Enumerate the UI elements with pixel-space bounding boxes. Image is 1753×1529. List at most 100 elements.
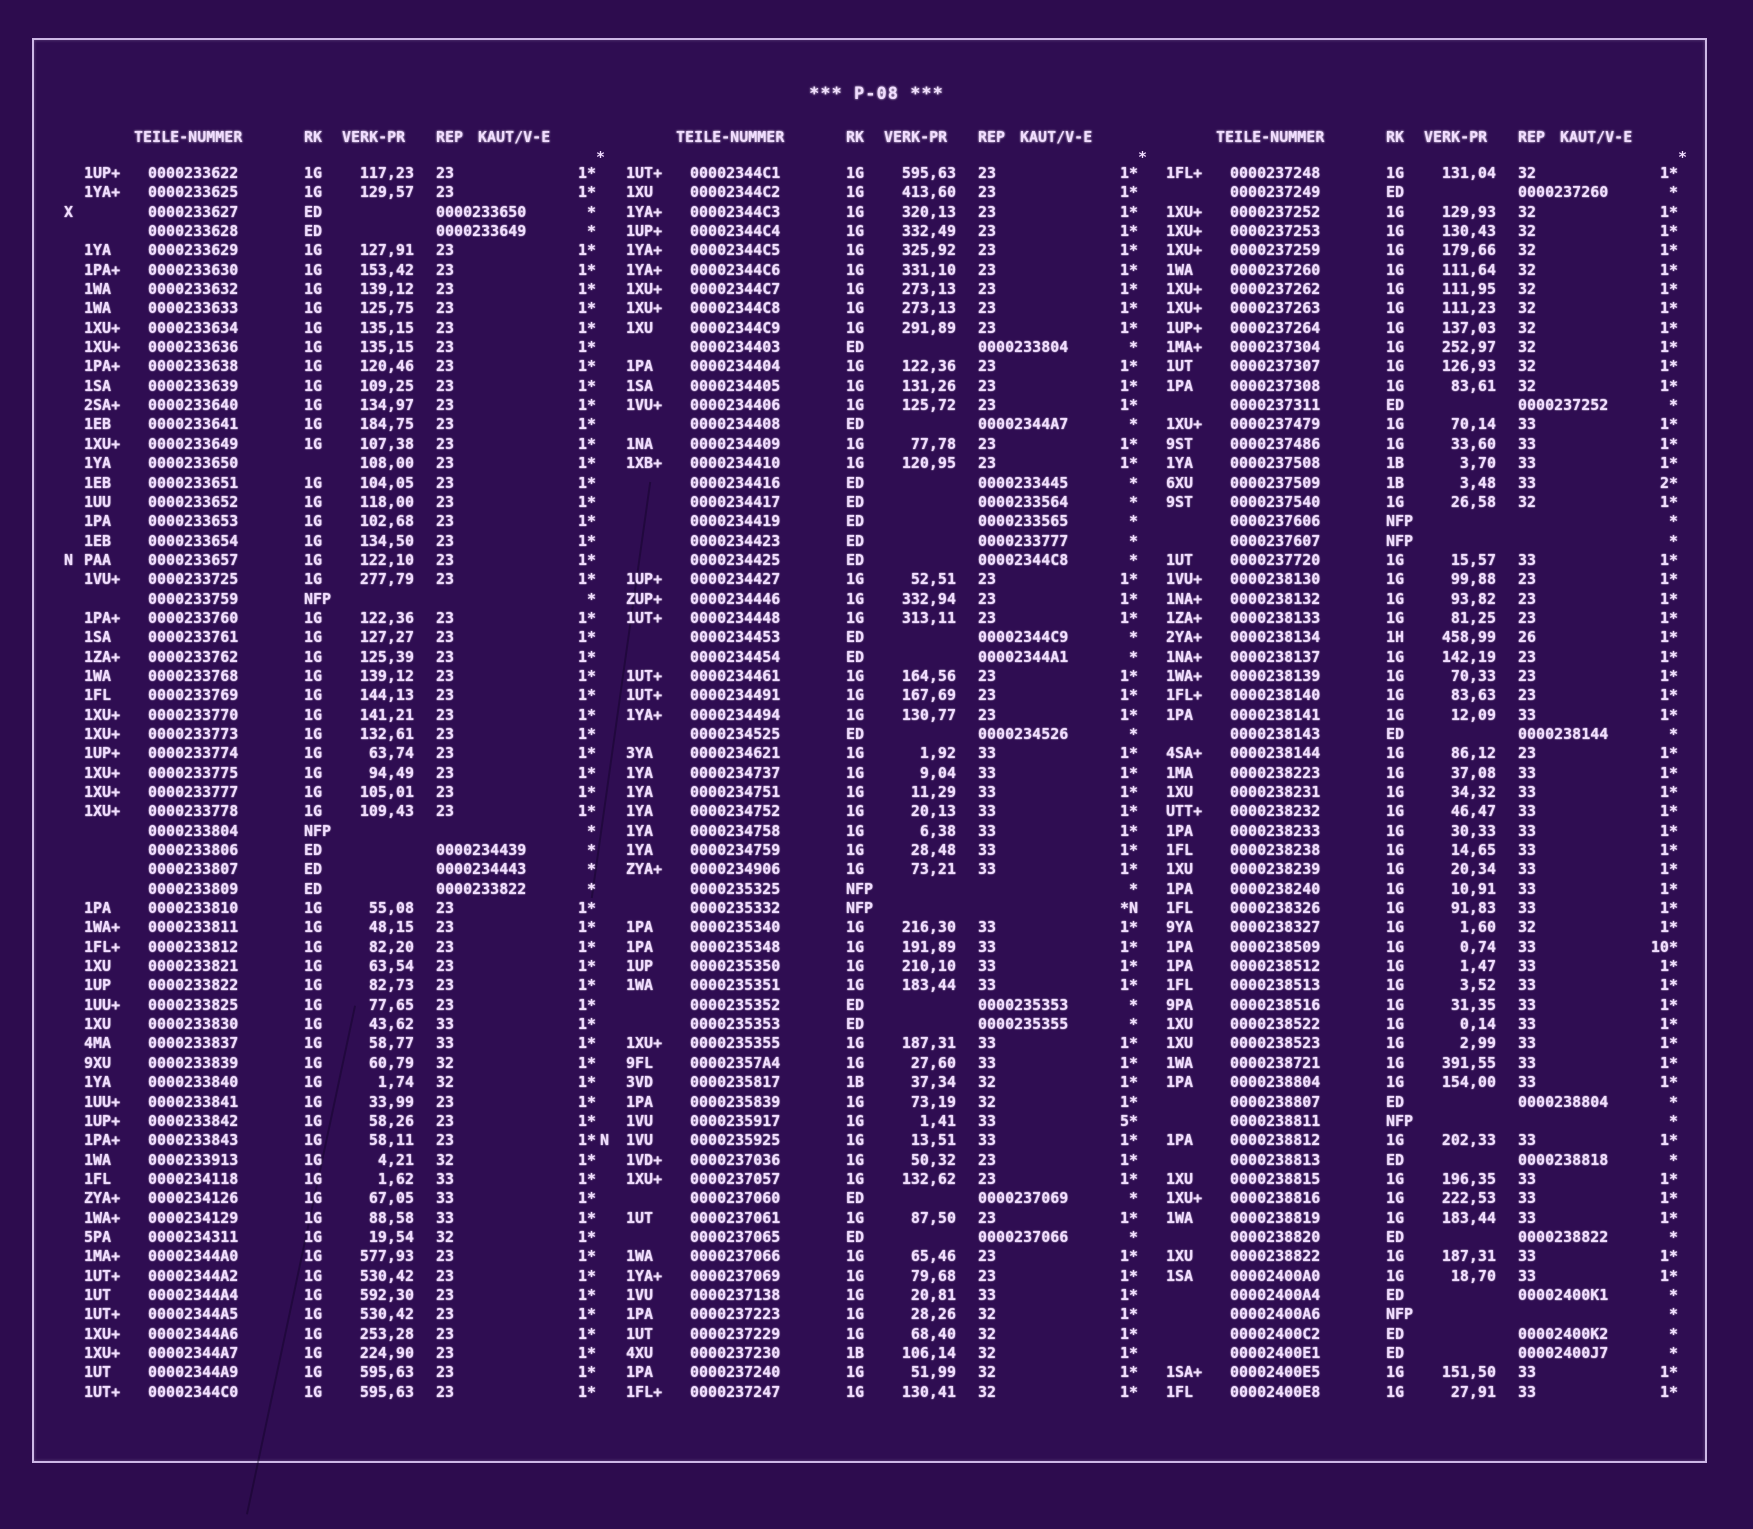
row-price: 77,65 [368,995,414,1014]
row-code: 1EB [84,473,112,492]
row-part-number: 0000238327 [1230,918,1321,937]
row-rk: 1G [1386,241,1405,260]
row-rep: 33 [1518,783,1537,801]
row-part-number: 0000237509 [1230,473,1321,492]
row-price: 1,60 [1459,918,1496,937]
row-price: 46,47 [1450,802,1496,821]
row-reference: 0000233777 [978,531,1069,550]
row-rk: 1G [846,705,865,724]
row-part-number: 0000233760 [148,608,239,627]
row-code: 1XU+ [1166,241,1203,260]
row-part-number: 0000234752 [690,802,781,821]
row-price: 111,64 [1441,260,1496,279]
row-code: 1VU [626,1111,654,1130]
row-rep: 23 [436,918,455,937]
row-part-number: 0000238516 [1230,995,1321,1014]
row-part-number: 00002344C2 [690,183,781,202]
row-kaut: * [1128,995,1138,1014]
row-rep: 33 [1518,454,1537,473]
row-kaut: * [1128,415,1138,434]
row-part-number: 0000237720 [1230,550,1321,569]
row-status: ED [1386,396,1405,415]
row-status: ED [304,222,323,241]
row-part-number: 00002344C0 [148,1382,239,1401]
row-rk: 1G [304,1131,323,1150]
row-rep: 33 [1518,976,1537,995]
row-kaut: 1* [1659,589,1678,608]
row-part-number: 0000238143 [1230,724,1321,743]
row-code: 1UT [1166,357,1194,376]
row-kaut: 1* [1659,260,1678,279]
row-part-number: 0000237248 [1230,164,1321,182]
row-part-number: 0000238144 [1230,744,1321,763]
row-code: 1PA [1166,937,1194,956]
row-rk: 1G [304,1305,323,1324]
row-code: 1PA+ [84,608,121,627]
row-rk: 1G [1386,1208,1405,1227]
row-code: 1PA [626,1363,654,1382]
row-kaut: * [1128,1189,1138,1208]
row-part-number: 0000235340 [690,918,781,937]
row-rk: 1G [846,1131,865,1150]
row-code: 1PA [1166,376,1194,395]
row-kaut: 1* [1119,937,1138,956]
row-rep: 23 [978,1150,997,1169]
row-price: 253,28 [359,1324,414,1343]
row-rep: 33 [1518,899,1537,918]
row-rep: 33 [1518,1382,1537,1401]
row-part-number: 0000237308 [1230,376,1321,395]
row-price: 83,61 [1450,376,1496,395]
row-part-number: 0000237249 [1230,183,1321,202]
row-kaut: 1* [1659,357,1678,376]
row-part-number: 00002400A6 [1230,1305,1321,1324]
row-part-number: 0000238223 [1230,763,1321,782]
row-part-number: 0000234423 [690,531,781,550]
row-kaut: 1* [1119,454,1138,473]
row-code: 1WA+ [1166,666,1203,685]
row-rep: 23 [978,280,997,299]
row-rk: 1G [1386,299,1405,318]
row-rk: 1B [846,1343,865,1362]
row-rk: 1G [1386,260,1405,279]
row-kaut: 1* [577,473,596,492]
row-price: 33,60 [1450,434,1496,453]
row-rep: 33 [436,1169,455,1188]
row-part-number: 0000238133 [1230,608,1321,627]
row-reference: 00002344C9 [978,628,1069,647]
row-status: NFP [846,879,874,898]
row-rep: 23 [436,280,455,299]
row-part-number: 0000234425 [690,550,781,569]
row-reference: 00002400K2 [1518,1324,1609,1343]
row-status: NFP [1386,531,1414,550]
row-rk: 1G [846,1324,865,1343]
row-kaut: 1* [1659,647,1678,666]
row-price: 94,49 [368,763,414,782]
row-rk: 1G [304,492,323,511]
row-kaut: 1* [577,628,596,647]
row-kaut: 1* [1119,1363,1138,1382]
row-price: 141,21 [359,705,414,724]
row-kaut: 1* [1659,918,1678,937]
row-rep: 32 [1518,222,1537,241]
row-rk: 1G [846,241,865,260]
row-rk: 1G [846,937,865,956]
row-part-number: 0000237508 [1230,454,1321,473]
row-code: 4XU [626,1343,654,1362]
row-rk: 1G [1386,357,1405,376]
row-rk: 1G [846,1150,865,1169]
row-part-number: 0000237229 [690,1324,781,1343]
row-rep: 32 [1518,918,1537,937]
row-price: 126,93 [1441,357,1496,376]
row-part-number: 00002344C9 [690,318,781,337]
row-rk: 1G [304,705,323,724]
row-part-number: 0000233840 [148,1073,239,1092]
row-status: ED [846,338,865,357]
row-part-number: 0000238232 [1230,802,1321,821]
row-price: 125,39 [359,647,414,666]
row-rep: 23 [978,666,997,685]
row-code: 2YA+ [1166,628,1203,647]
row-part-number: 0000237252 [1230,202,1321,221]
row-price: 3,48 [1459,473,1496,492]
row-part-number: 0000234129 [148,1208,239,1227]
row-part-number: 0000234621 [690,744,781,763]
